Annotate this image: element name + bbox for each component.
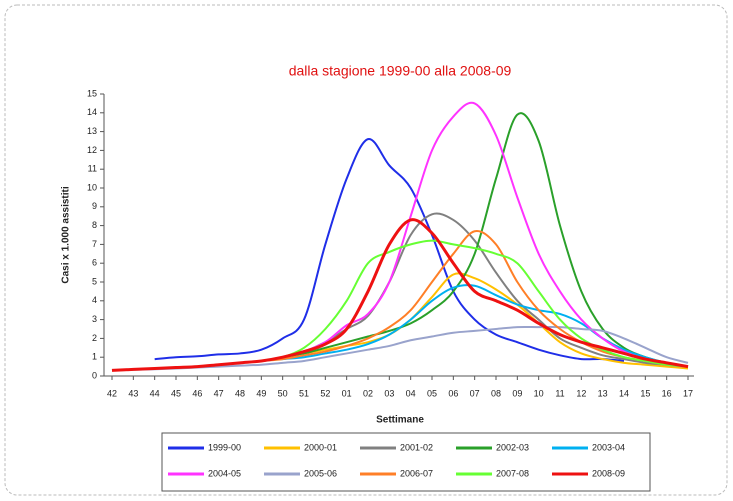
y-tick-label: 3 (92, 314, 97, 324)
legend-label: 1999-00 (208, 442, 241, 452)
y-tick-label: 5 (92, 276, 97, 286)
y-tick-label: 4 (92, 295, 97, 305)
x-tick-label: 12 (576, 388, 586, 398)
series-line (111, 218, 689, 372)
legend-label: 2002-03 (496, 442, 529, 452)
y-tick-label: 12 (87, 145, 97, 155)
x-tick-label: 16 (662, 388, 672, 398)
legend-label: 2005-06 (304, 468, 337, 478)
series-line (154, 138, 625, 362)
y-tick-label: 10 (87, 182, 97, 192)
x-tick-label: 11 (555, 388, 564, 398)
y-tick-label: 13 (87, 126, 97, 136)
x-tick-label: 43 (128, 388, 138, 398)
x-tick-label: 01 (342, 388, 352, 398)
legend-label: 2007-08 (496, 468, 529, 478)
y-tick-label: 8 (92, 220, 97, 230)
x-tick-label: 06 (448, 388, 458, 398)
legend-label: 2004-05 (208, 468, 241, 478)
x-tick-label: 42 (107, 388, 117, 398)
x-tick-label: 50 (278, 388, 288, 398)
x-tick-label: 44 (150, 388, 160, 398)
x-tick-label: 04 (406, 388, 416, 398)
x-tick-label: 10 (534, 388, 544, 398)
x-tick-label: 17 (683, 388, 693, 398)
x-tick-label: 45 (171, 388, 181, 398)
y-tick-label: 0 (92, 370, 97, 380)
chart-title: dalla stagione 1999-00 alla 2008-09 (289, 63, 512, 79)
x-tick-label: 02 (363, 388, 373, 398)
x-tick-label: 13 (598, 388, 608, 398)
x-tick-label: 47 (214, 388, 224, 398)
x-axis-label: Settimane (376, 415, 424, 426)
y-tick-label: 11 (88, 164, 97, 174)
legend (161, 432, 651, 492)
frame (4, 4, 728, 496)
x-tick-label: 14 (619, 388, 629, 398)
y-tick-label: 14 (87, 107, 97, 117)
x-tick-label: 46 (192, 388, 202, 398)
y-tick-label: 6 (92, 258, 97, 268)
x-tick-label: 05 (427, 388, 437, 398)
x-tick-label: 07 (470, 388, 480, 398)
legend-label: 2000-01 (304, 442, 337, 452)
x-tick-label: 15 (640, 388, 650, 398)
legend-label: 2006-07 (400, 468, 433, 478)
x-tick-label: 09 (512, 388, 522, 398)
y-axis-label: Casi x 1.000 assistiti (61, 186, 72, 284)
x-tick-label: 49 (256, 388, 266, 398)
y-tick-label: 7 (92, 239, 97, 249)
y-tick-label: 1 (92, 352, 97, 362)
legend-label: 2001-02 (400, 442, 433, 452)
y-tick-label: 15 (87, 88, 97, 98)
x-tick-label: 48 (235, 388, 245, 398)
y-tick-label: 9 (92, 201, 97, 211)
x-tick-label: 51 (299, 388, 309, 398)
legend-label: 2003-04 (592, 442, 625, 452)
x-tick-label: 08 (491, 388, 501, 398)
x-tick-label: 03 (384, 388, 394, 398)
y-tick-label: 2 (92, 333, 97, 343)
x-tick-label: 52 (320, 388, 330, 398)
legend-label: 2008-09 (592, 468, 625, 478)
